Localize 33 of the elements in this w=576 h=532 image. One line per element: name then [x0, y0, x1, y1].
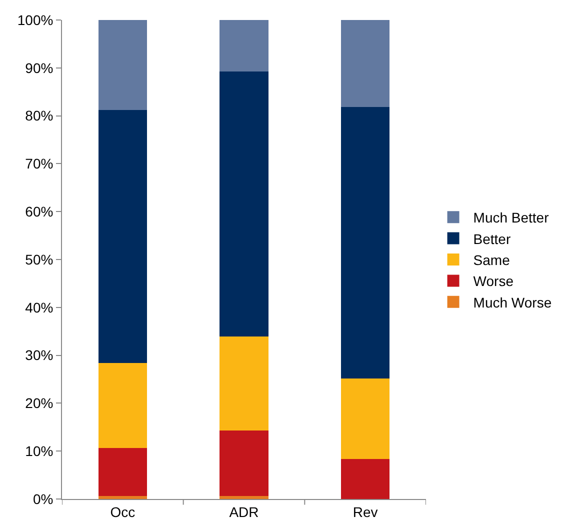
- bar: [98, 496, 147, 499]
- bar: [341, 458, 390, 499]
- bar: [220, 496, 268, 499]
- x-tick-label: Rev: [352, 504, 378, 520]
- bar: [220, 430, 268, 496]
- bar: [98, 362, 147, 448]
- y-tick-label: 80%: [25, 108, 54, 124]
- legend-label: Much Worse: [473, 294, 552, 310]
- y-tick-label: 30%: [25, 347, 54, 364]
- legend-label: Same: [473, 252, 510, 268]
- x-tick-label: ADR: [229, 504, 259, 520]
- y-tick-label: 60%: [25, 204, 54, 220]
- bar: [220, 336, 268, 430]
- bar: [341, 378, 390, 459]
- bar: [98, 110, 147, 363]
- bar: [341, 107, 390, 378]
- bar: [98, 20, 147, 110]
- y-tick-label: 10%: [25, 443, 54, 459]
- bar: [341, 20, 390, 108]
- bar: [220, 20, 268, 72]
- y-tick-label: 50%: [25, 251, 54, 268]
- x-tick-label: Occ: [110, 504, 136, 520]
- legend-label: Better: [473, 230, 511, 247]
- y-tick-label: 40%: [25, 299, 54, 316]
- y-tick-label: 90%: [25, 60, 54, 76]
- y-tick-label: 0%: [32, 490, 54, 507]
- bar: [98, 448, 147, 496]
- bar: [220, 71, 268, 337]
- y-tick-label: 70%: [25, 156, 54, 172]
- legend-label: Worse: [473, 273, 514, 290]
- legend-label: Much Better: [473, 210, 550, 226]
- y-tick-label: 20%: [25, 395, 54, 412]
- y-tick-label: 100%: [17, 12, 54, 28]
